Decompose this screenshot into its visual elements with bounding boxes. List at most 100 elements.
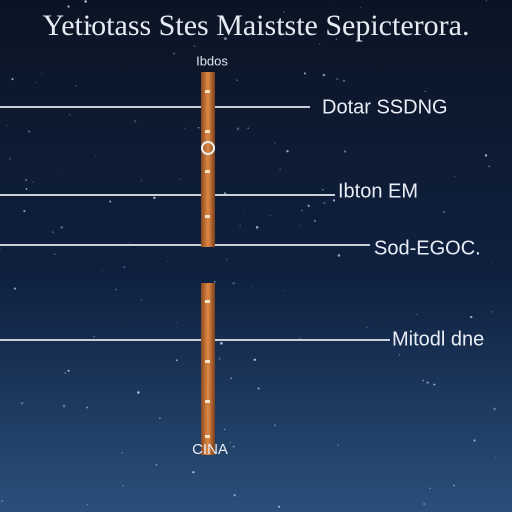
star	[39, 450, 40, 452]
star	[86, 406, 89, 409]
star	[101, 269, 104, 271]
star	[269, 215, 271, 217]
star	[488, 165, 490, 168]
star	[255, 226, 259, 229]
title: Yetiotass Stes Maistste Sepicterora.	[43, 9, 470, 42]
star	[35, 82, 37, 84]
star	[41, 73, 43, 75]
stars	[0, 0, 497, 512]
star	[299, 337, 302, 340]
star	[220, 341, 223, 345]
star	[95, 155, 96, 157]
star	[274, 142, 276, 144]
star	[150, 510, 152, 512]
star	[316, 50, 318, 52]
star	[54, 253, 56, 255]
star	[223, 428, 226, 431]
star	[473, 439, 476, 442]
star	[136, 489, 137, 491]
rod-upper	[201, 72, 215, 247]
star	[337, 444, 339, 446]
star	[279, 168, 281, 170]
star	[155, 463, 158, 466]
star	[404, 69, 406, 71]
star	[360, 7, 362, 8]
star	[336, 77, 339, 80]
star	[416, 313, 418, 316]
label: Dotar SSDNG	[322, 96, 448, 118]
star	[423, 502, 426, 506]
star	[322, 189, 324, 191]
star	[75, 85, 77, 87]
star	[229, 441, 232, 444]
star	[337, 254, 341, 257]
star	[137, 391, 140, 394]
star	[491, 311, 494, 313]
star	[301, 209, 303, 211]
star	[93, 336, 95, 338]
bottom-label: CINA	[192, 441, 228, 458]
star	[63, 371, 67, 375]
star	[224, 192, 226, 194]
label: Ibton EM	[338, 180, 418, 202]
star	[323, 201, 326, 205]
star	[426, 381, 429, 384]
star	[213, 280, 216, 283]
star	[122, 485, 124, 487]
star	[159, 417, 161, 420]
star	[257, 387, 260, 390]
star	[284, 289, 286, 291]
star	[370, 163, 372, 165]
star	[422, 379, 424, 382]
star	[123, 266, 126, 269]
star	[303, 72, 307, 75]
star	[335, 38, 338, 41]
star	[0, 248, 1, 251]
star	[232, 282, 235, 285]
star	[57, 167, 59, 169]
star	[343, 150, 347, 153]
star	[62, 404, 66, 408]
star	[60, 226, 64, 229]
star	[374, 251, 376, 253]
star	[224, 37, 227, 40]
star	[13, 287, 17, 290]
star	[322, 73, 326, 77]
star	[28, 130, 30, 133]
star	[179, 178, 181, 180]
star	[470, 315, 473, 319]
star	[232, 445, 235, 448]
star	[134, 120, 137, 123]
star	[490, 263, 492, 264]
star	[121, 451, 124, 454]
star	[429, 487, 431, 490]
ring	[201, 141, 215, 155]
star	[244, 211, 246, 213]
star	[51, 231, 55, 234]
star	[11, 78, 14, 81]
star	[109, 200, 112, 203]
star	[115, 288, 118, 291]
lines	[0, 106, 390, 341]
star	[312, 196, 313, 198]
star	[183, 127, 186, 129]
star	[236, 79, 238, 82]
top-label: Ibdos	[196, 53, 228, 68]
star	[198, 127, 200, 129]
star	[410, 210, 412, 212]
star	[0, 500, 3, 502]
star	[273, 424, 277, 427]
star	[433, 383, 436, 386]
star	[86, 503, 88, 506]
star	[343, 79, 345, 82]
star	[236, 127, 240, 130]
star	[286, 150, 289, 153]
star	[20, 401, 24, 405]
star	[25, 179, 27, 181]
star	[32, 181, 34, 183]
star	[173, 52, 176, 55]
star	[23, 210, 26, 213]
star	[67, 5, 70, 8]
